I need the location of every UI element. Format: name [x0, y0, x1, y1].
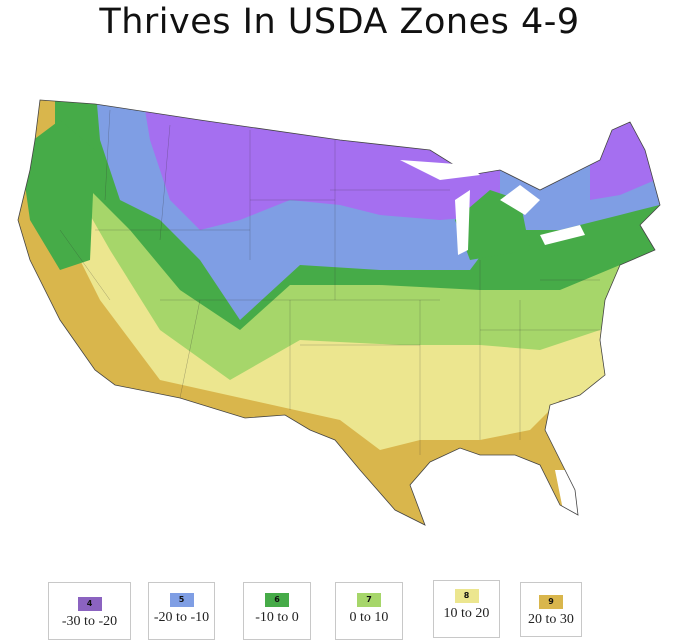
- zone-6-range: -10 to 0: [255, 610, 299, 625]
- usda-zone-map: [17, 99, 661, 526]
- zone-7-swatch: 7: [357, 593, 381, 607]
- legend-item-zone-7: 7 0 to 10: [335, 582, 403, 640]
- zone-4-range: -30 to -20: [61, 614, 118, 629]
- zone-4-swatch: 4: [77, 597, 102, 611]
- legend-item-zone-4: 4 -30 to -20: [48, 582, 131, 640]
- zone-8-range: 10 to 20: [443, 606, 490, 621]
- zone-6-region-michigan: [455, 190, 530, 260]
- zone-9-region-florida-tip: [555, 470, 590, 520]
- legend-item-zone-6: 6 -10 to 0: [243, 582, 311, 640]
- state-borders: [59, 109, 600, 455]
- zone-5-swatch: 5: [169, 593, 194, 607]
- zone-9-range: 20 to 30: [528, 612, 574, 627]
- zone-7-range: 0 to 10: [349, 610, 389, 625]
- zone-9-swatch: 9: [539, 595, 563, 609]
- zone-5-range: -20 to -10: [153, 610, 210, 625]
- page-title: Thrives In USDA Zones 4-9: [99, 2, 580, 42]
- legend-item-zone-8: 8 10 to 20: [433, 580, 500, 638]
- zone-8-swatch: 8: [454, 589, 479, 603]
- legend-item-zone-5: 5 -20 to -10: [148, 582, 215, 640]
- zone-6-swatch: 6: [265, 593, 289, 607]
- zone-4-region-northeast: [590, 100, 660, 200]
- us-outline: [17, 99, 661, 526]
- zone-6-region-west: [20, 120, 95, 270]
- legend-item-zone-9: 9 20 to 30: [520, 582, 582, 637]
